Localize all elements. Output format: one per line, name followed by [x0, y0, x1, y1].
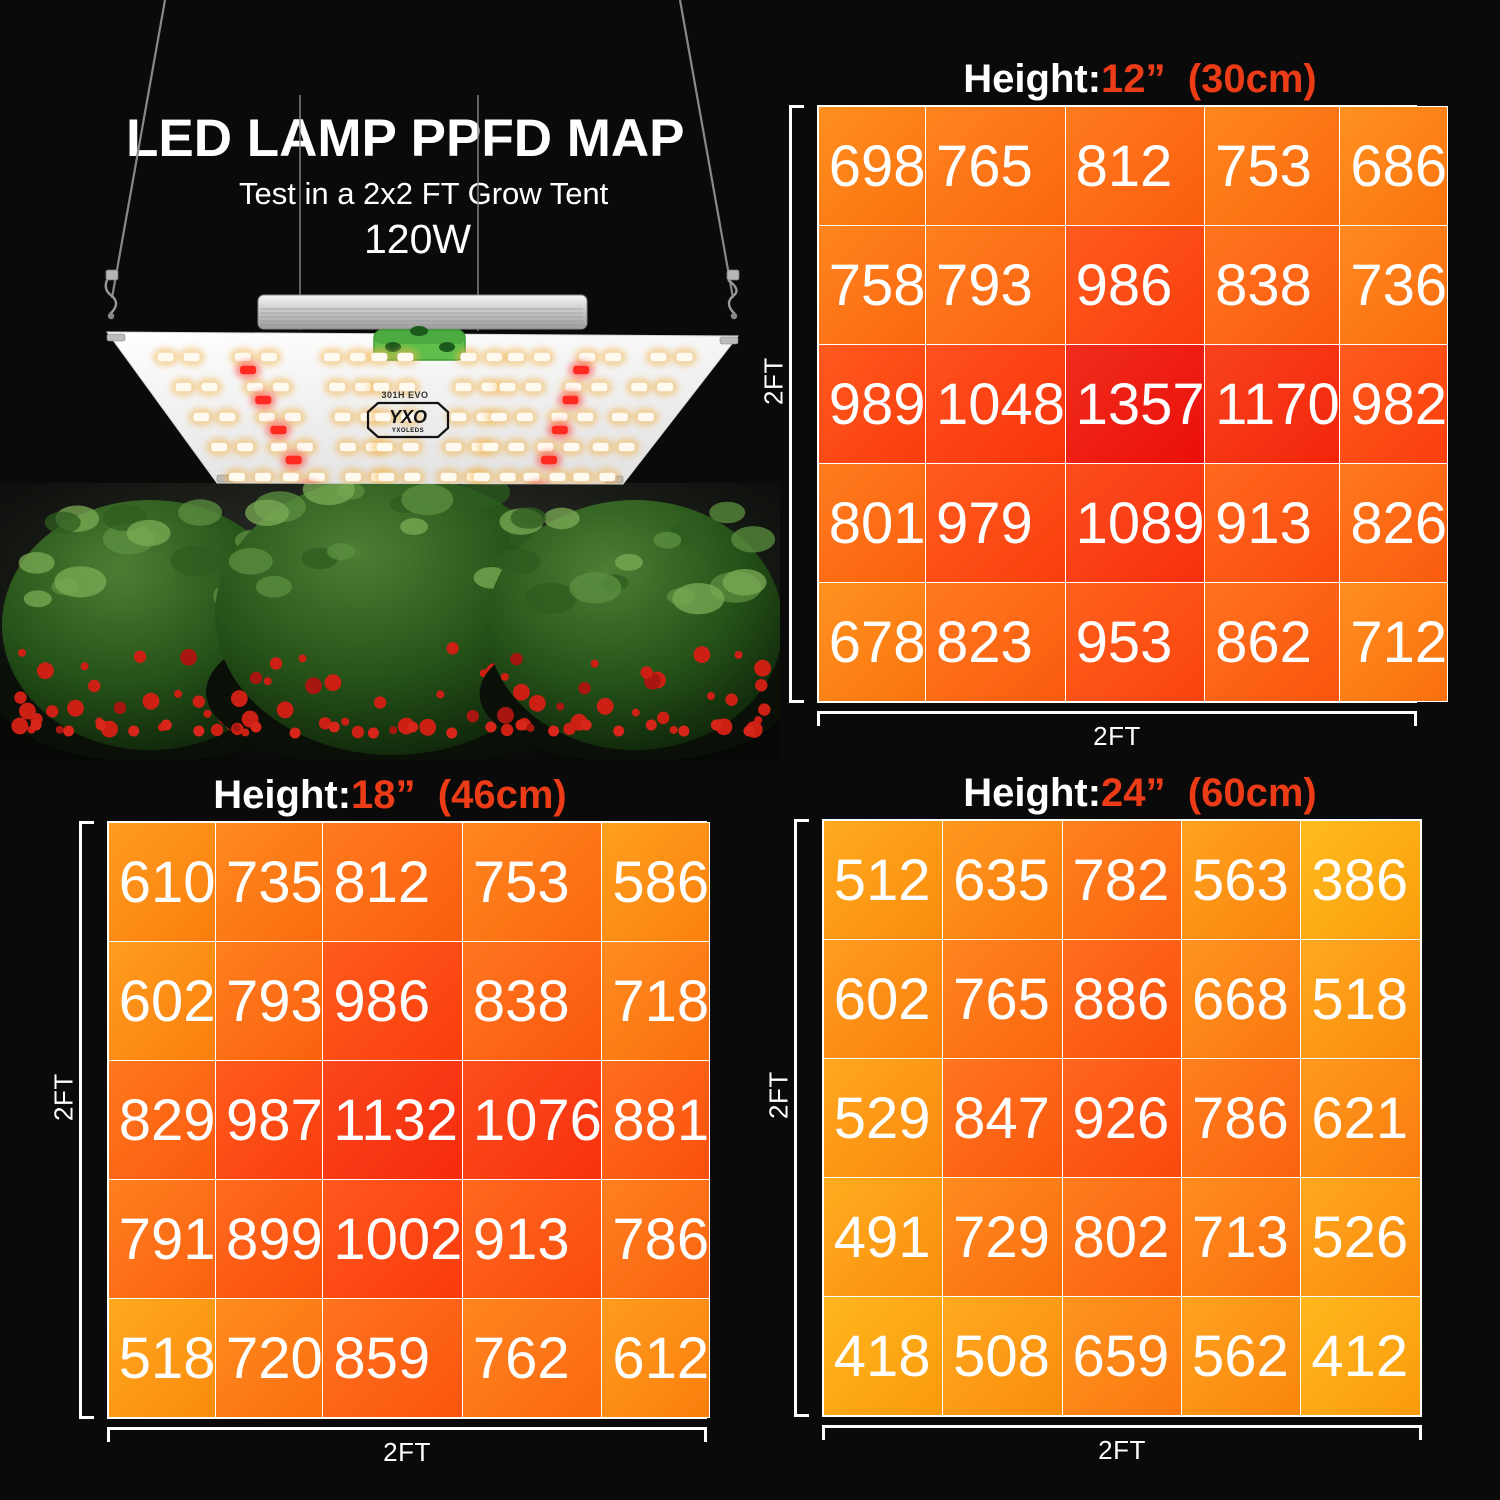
svg-text:301H EVO: 301H EVO: [381, 390, 428, 400]
svg-text:YXOLEDS: YXOLEDS: [392, 428, 424, 434]
svg-text:YXO: YXO: [389, 407, 427, 427]
